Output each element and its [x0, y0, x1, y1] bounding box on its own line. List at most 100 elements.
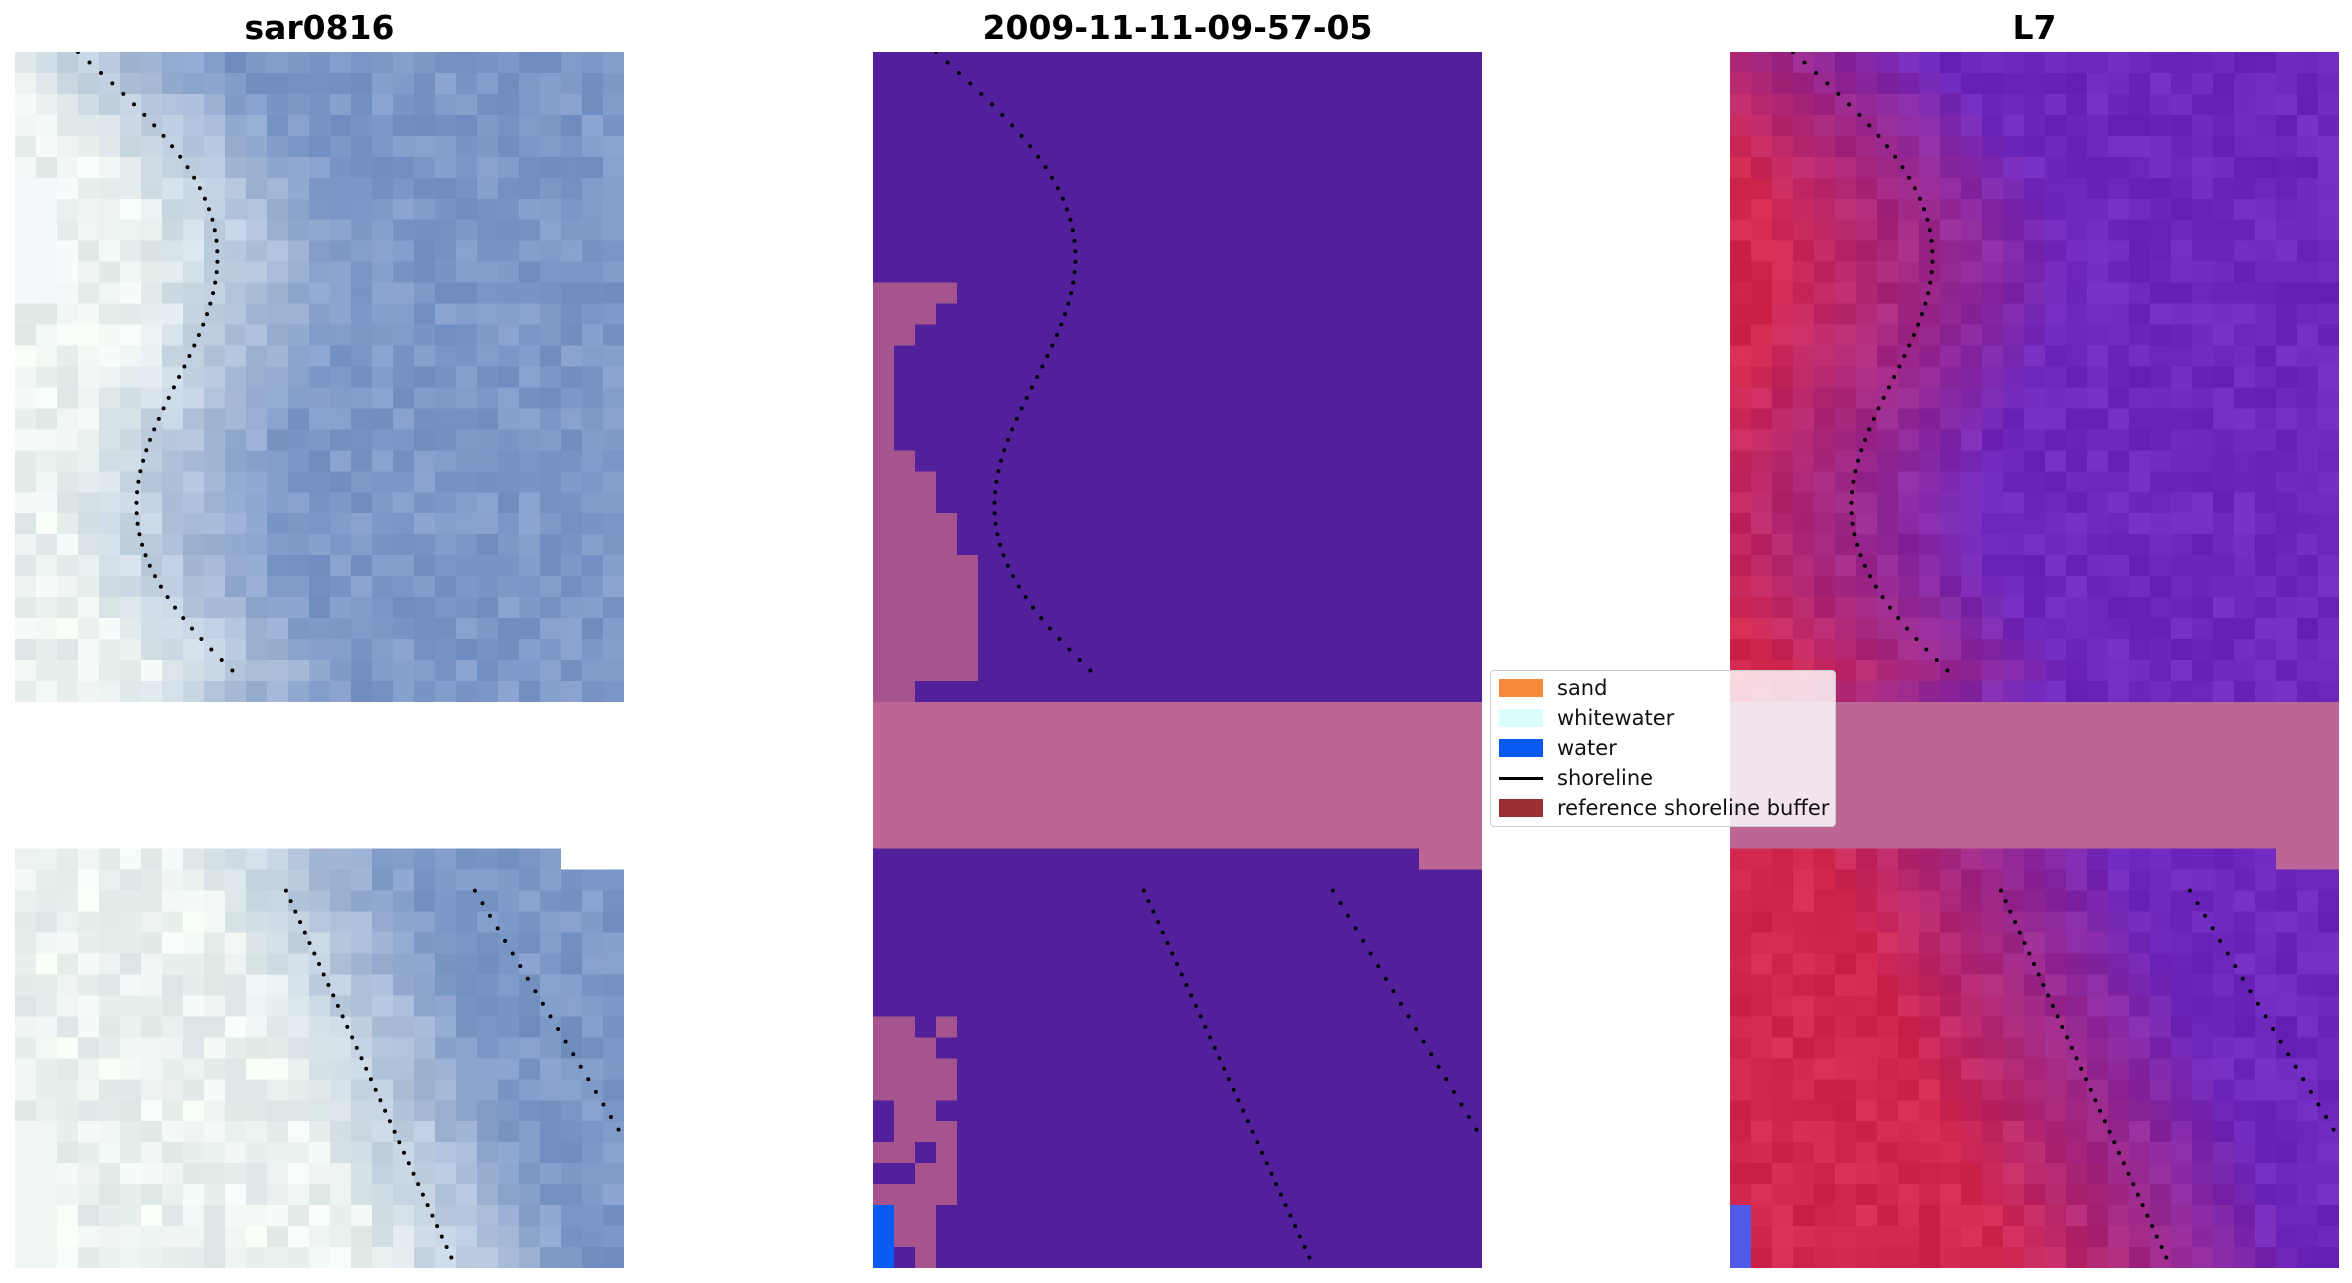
shoreline-point [402, 1150, 406, 1155]
shoreline-point [2286, 1052, 2291, 1057]
shoreline-point [185, 165, 190, 170]
rgb-image-panel [15, 52, 624, 1268]
shoreline-point [1019, 133, 1024, 138]
shoreline-point [2278, 1039, 2283, 1044]
shoreline-point [1236, 1098, 1241, 1103]
shoreline-point [219, 658, 224, 662]
shoreline-point [1414, 1027, 1419, 1031]
shoreline-point [1881, 395, 1886, 400]
shoreline-point [2102, 1119, 2107, 1124]
shoreline-point [1297, 1234, 1302, 1239]
shoreline-point [1010, 123, 1015, 128]
shoreline-point [1791, 52, 1795, 54]
shoreline-point [416, 1182, 421, 1187]
shoreline-point [578, 1064, 583, 1069]
shoreline-point [210, 217, 215, 222]
shoreline-point [1293, 1224, 1298, 1229]
shoreline-point [1010, 427, 1015, 432]
shoreline-point [1916, 322, 1921, 327]
legend-label: water [1557, 736, 1617, 760]
shoreline-point [144, 448, 149, 453]
shoreline-point [2041, 983, 2046, 987]
shoreline-point [1231, 1087, 1236, 1092]
shoreline-point [2069, 1045, 2074, 1050]
shoreline-point [1907, 175, 1912, 180]
shoreline-point [2017, 930, 2022, 935]
legend-item-water: water [1499, 735, 1617, 761]
shoreline-point [430, 1213, 435, 1218]
shoreline-point [1031, 605, 1035, 610]
shoreline-point [214, 270, 219, 275]
shoreline-point [2060, 1024, 2065, 1029]
shoreline-point [1141, 888, 1146, 893]
shoreline-point [1873, 584, 1878, 589]
shoreline-point [359, 1056, 364, 1061]
shoreline-point [1421, 1039, 1426, 1044]
shoreline-point [420, 1192, 425, 1197]
shoreline-point [1849, 500, 1854, 505]
shoreline-point [525, 976, 530, 981]
shoreline-point [992, 500, 997, 505]
shoreline-point [2083, 1077, 2088, 1082]
shoreline-point [518, 964, 523, 969]
shoreline-point [1850, 490, 1855, 495]
shoreline-point [335, 1003, 340, 1008]
shoreline-point [392, 1129, 397, 1134]
shoreline-point [1023, 595, 1028, 600]
shoreline-point [556, 1027, 561, 1031]
shoreline-point [171, 385, 176, 390]
shoreline-point [1217, 1056, 1222, 1061]
shoreline-point [2126, 1171, 2131, 1176]
shoreline-point [1035, 375, 1040, 379]
shoreline-point [2324, 1115, 2328, 1119]
shoreline-point [934, 52, 938, 54]
shoreline-point [1857, 112, 1862, 117]
shoreline-point [1398, 1001, 1403, 1006]
shoreline-point [1050, 343, 1055, 348]
shoreline-point [373, 1087, 378, 1092]
shoreline-point [192, 175, 197, 180]
shoreline-point [142, 112, 147, 117]
shoreline-point [1274, 1182, 1279, 1187]
shoreline-point [135, 490, 140, 495]
shoreline-point [2248, 989, 2253, 994]
shoreline-point [1467, 1115, 1471, 1119]
shoreline-point [2218, 938, 2223, 943]
shoreline-point [1264, 1161, 1269, 1166]
shoreline-point [1208, 1035, 1213, 1040]
shoreline-point [1934, 658, 1939, 662]
shoreline-point [317, 962, 321, 966]
shoreline-point [998, 542, 1003, 547]
shoreline-point [1929, 270, 1934, 275]
shoreline-point [196, 333, 201, 337]
shoreline-point [2107, 1129, 2112, 1134]
shoreline-line-swatch [1499, 776, 1543, 780]
shoreline-point [1077, 658, 1082, 662]
shoreline-point [135, 521, 140, 526]
shoreline-point [586, 1077, 591, 1082]
shoreline-point [957, 71, 961, 75]
legend-item-reference-buffer: reference shoreline buffer [1499, 795, 1829, 821]
shoreline-point [449, 1255, 454, 1260]
shoreline-point [1055, 186, 1060, 191]
shoreline-point [2255, 1001, 2260, 1006]
shoreline-point [326, 983, 331, 987]
shoreline-overlay-classified [934, 52, 1479, 1260]
legend-label: whitewater [1557, 706, 1675, 730]
shoreline-point [1156, 920, 1161, 925]
shoreline-point [177, 375, 182, 379]
shoreline-point [1054, 333, 1059, 337]
shoreline-point [199, 637, 204, 641]
shoreline-point [2022, 941, 2027, 945]
shoreline-point [2121, 1161, 2126, 1166]
shoreline-point [2079, 1066, 2084, 1071]
shoreline-point [187, 354, 192, 358]
shoreline-point [999, 458, 1004, 463]
shoreline-point [1914, 637, 1919, 641]
shoreline-point [1862, 563, 1867, 568]
shoreline-point [1849, 511, 1854, 516]
shoreline-point [307, 941, 312, 945]
shoreline-point [1930, 259, 1935, 264]
shoreline-point [1043, 165, 1048, 170]
shoreline-point [1014, 416, 1019, 421]
